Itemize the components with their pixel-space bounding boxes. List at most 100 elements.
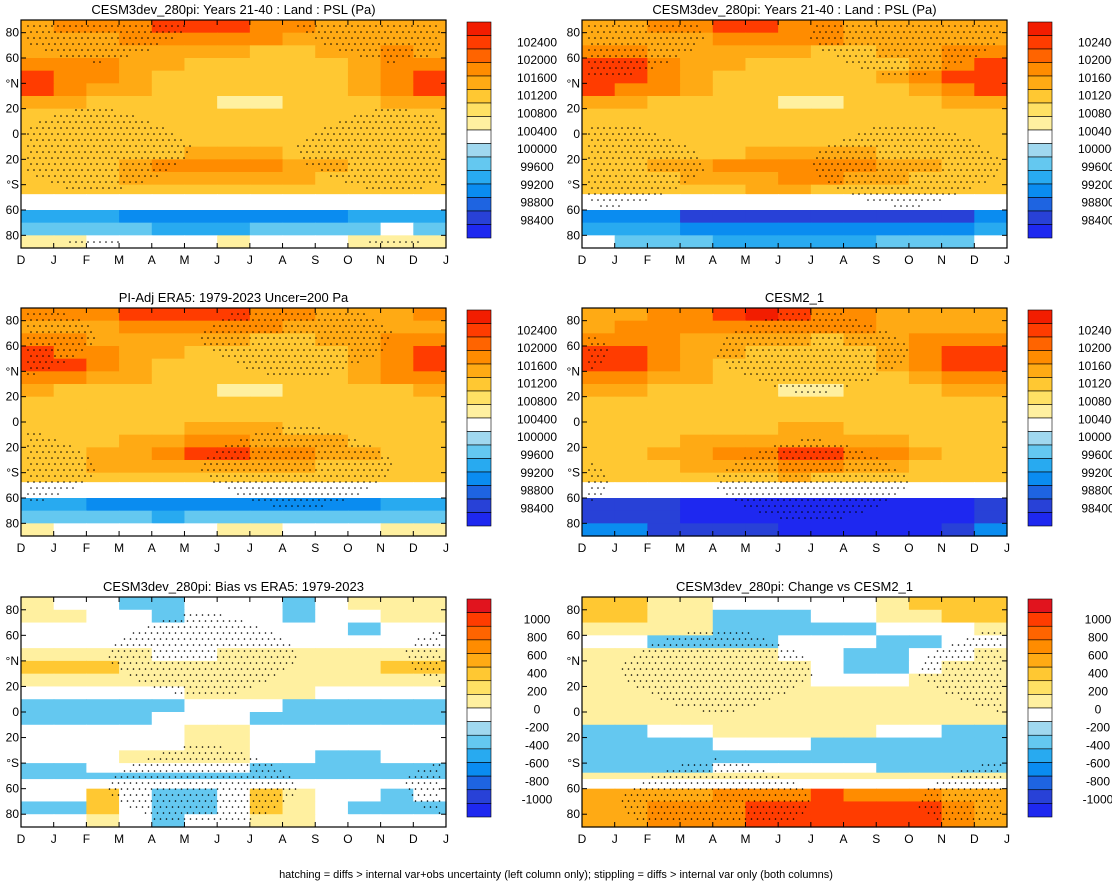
heatmap-cell [614, 70, 648, 84]
stipple-dot [663, 31, 665, 33]
stipple-dot [597, 343, 599, 345]
heatmap-cell [119, 58, 153, 72]
stipple-dot [60, 175, 62, 177]
heatmap-cell [86, 146, 120, 160]
stipple-dot [591, 199, 593, 201]
stipple-dot [99, 37, 101, 39]
stipple-dot [42, 43, 44, 45]
heatmap-cell [282, 346, 316, 360]
heatmap-cell [908, 460, 943, 474]
heatmap-cell [647, 210, 681, 224]
stipple-dot [831, 43, 833, 45]
stipple-dot [399, 145, 401, 147]
stipple-dot [36, 175, 38, 177]
stipple-dot [618, 73, 620, 75]
stipple-dot [246, 644, 249, 646]
heatmap-cell [53, 172, 87, 186]
stipple-dot [762, 505, 764, 507]
stipple-dot [606, 157, 608, 159]
stipple-dot [642, 61, 644, 63]
heatmap-cell [582, 108, 616, 122]
stipple-dot [390, 175, 392, 177]
stipple-dot [264, 632, 267, 634]
stipple-dot [987, 31, 989, 33]
heatmap-cell [712, 422, 747, 436]
heatmap-cell [647, 409, 681, 423]
y-tick-label: °N [567, 364, 580, 378]
stipple-dot [384, 151, 386, 153]
heatmap-cell [282, 96, 316, 110]
stipple-dot [273, 433, 275, 435]
stipple-dot [849, 43, 851, 45]
stipple-dot [369, 325, 371, 327]
stipple-dot [801, 487, 803, 489]
stipple-dot [432, 31, 434, 33]
stipple-dot [252, 331, 254, 333]
colorbar-label: 98400 [1081, 213, 1112, 227]
heatmap-cell [86, 699, 120, 713]
stipple-dot [90, 187, 92, 189]
stipple-dot [174, 151, 176, 153]
stipple-dot [690, 49, 692, 51]
x-tick-label: D [578, 541, 587, 555]
stipple-dot [27, 457, 29, 459]
heatmap-cell [614, 222, 648, 236]
stipple-dot [249, 493, 251, 495]
heatmap-cell [876, 371, 910, 385]
stipple-dot [303, 481, 305, 483]
stipple-dot [183, 25, 185, 27]
stipple-dot [702, 169, 704, 171]
stipple-dot [954, 193, 956, 195]
stipple-dot [414, 55, 416, 57]
stipple-dot [951, 175, 953, 177]
stipple-dot [282, 499, 284, 501]
stipple-dot [165, 638, 168, 640]
stipple-dot [885, 487, 887, 489]
heatmap-cell [282, 763, 316, 774]
stipple-dot [183, 614, 186, 616]
stipple-dot [588, 181, 590, 183]
stipple-dot [666, 49, 668, 51]
stipple-dot [825, 355, 827, 357]
stipple-dot [594, 25, 596, 27]
stipple-dot [747, 331, 749, 333]
stipple-dot [828, 313, 830, 315]
stipple-dot [903, 67, 905, 69]
heatmap-cell [21, 396, 55, 410]
heatmap-cell [119, 699, 153, 713]
heatmap-cell [21, 235, 55, 249]
stipple-dot [99, 241, 101, 243]
stipple-dot [609, 175, 611, 177]
stipple-dot [342, 451, 344, 453]
stipple-dot [819, 43, 821, 45]
stipple-dot [846, 337, 848, 339]
stipple-dot [945, 163, 947, 165]
stipple-dot [363, 25, 365, 27]
stipple-dot [735, 487, 737, 489]
heatmap-cell [217, 371, 251, 385]
heatmap-cell [21, 772, 55, 780]
heatmap-cell [843, 346, 877, 360]
stipple-dot [783, 355, 785, 357]
stipple-dot [666, 37, 668, 39]
stipple-dot [612, 37, 614, 39]
stipple-dot [930, 157, 932, 159]
stipple-dot [861, 355, 863, 357]
stipple-dot [363, 445, 365, 447]
heatmap-cell [151, 488, 186, 499]
heatmap-cell [843, 523, 877, 537]
stipple-dot [54, 439, 56, 441]
stipple-dot [69, 325, 71, 327]
stipple-dot [852, 145, 854, 147]
heatmap-cell [119, 523, 153, 537]
heatmap-cell [908, 346, 943, 360]
stipple-dot [54, 319, 56, 321]
stipple-dot [678, 25, 680, 27]
stipple-dot [93, 145, 95, 147]
stipple-dot [885, 163, 887, 165]
stipple-dot [600, 361, 602, 363]
stipple-dot [765, 511, 767, 513]
stipple-dot [858, 457, 860, 459]
stipple-dot [240, 644, 243, 646]
stipple-dot [84, 463, 86, 465]
